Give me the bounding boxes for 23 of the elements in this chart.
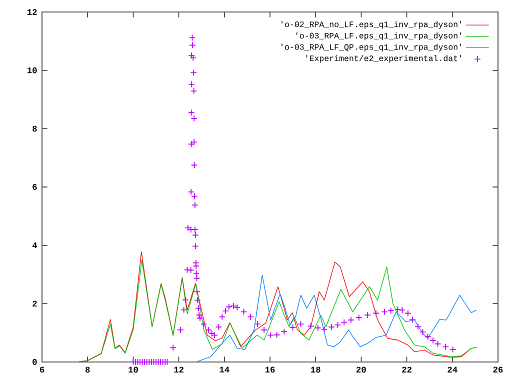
x-tick-label: 12 [174,366,184,372]
x-tick-label: 26 [493,366,503,373]
x-tick-label: 16 [265,366,275,373]
x-tick-label: 24 [448,366,458,372]
x-tick-label: 18 [310,366,320,373]
y-tick-label: 8 [32,126,37,132]
x-tick-label: 10 [128,366,138,373]
y-tick-label: 4 [32,242,38,248]
legend-label: 'o-03_RPA_LF_QP.eps_q1_inv_rpa_dyson' [282,44,462,52]
x-tick-label: 14 [220,366,230,372]
x-tick-label: 20 [356,366,366,373]
x-tick-label: 6 [40,366,44,373]
y-tick-label: 12 [27,9,37,15]
y-tick-label: 6 [32,184,37,190]
legend-label: 'Experiment/e2_experimental.dat' [306,55,462,63]
y-tick-label: 0 [32,359,37,365]
x-tick-label: 22 [402,366,412,372]
x-tick-label: 8 [85,366,90,373]
legend-label: 'o-03_RPA_LF.eps_q1_inv_rpa_dyson' [296,32,462,40]
line-series [178,274,477,362]
y-tick-label: 10 [27,67,37,74]
legend-label: 'o-02_RPA_no_LF.eps_q1_inv_rpa_dyson' [282,21,462,29]
y-tick-label: 2 [32,300,37,307]
